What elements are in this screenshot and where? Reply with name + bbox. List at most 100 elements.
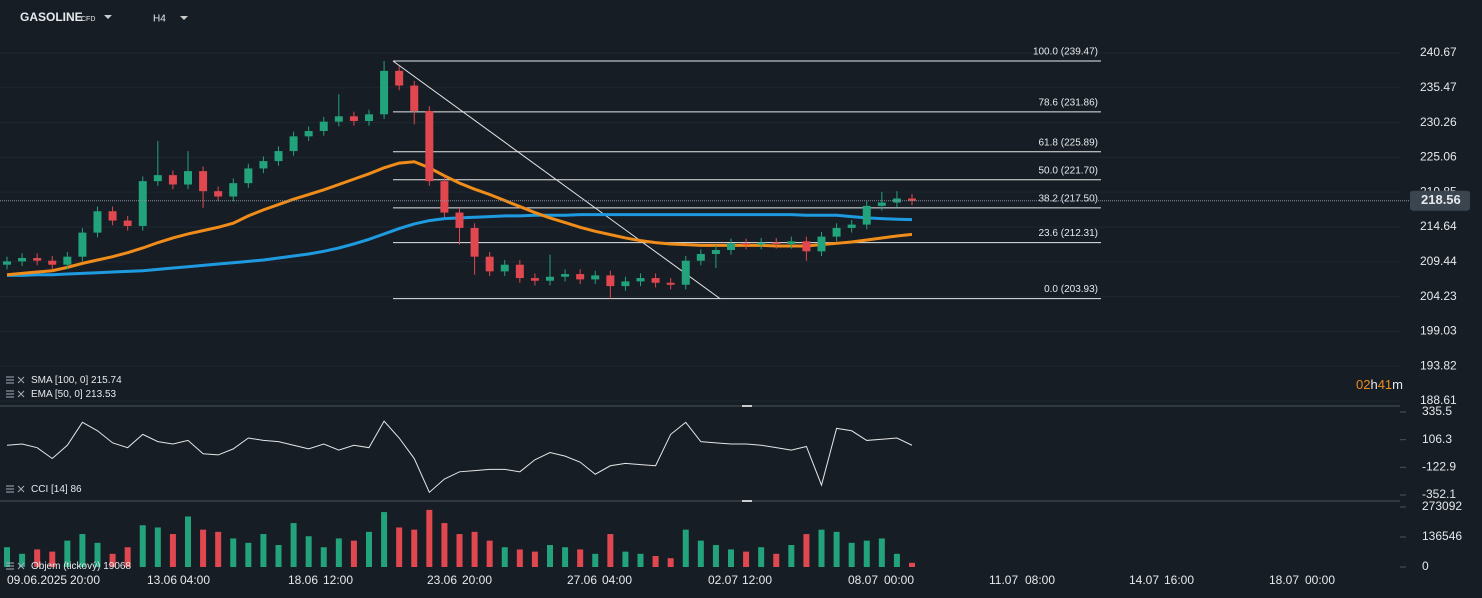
volume-bar: [773, 553, 780, 567]
volume-bar: [622, 551, 629, 567]
y-tick-label: 240.67: [1420, 45, 1457, 59]
y-tick-label: 106.3: [1422, 432, 1452, 446]
x-tick-label: 04:00: [180, 573, 210, 587]
legend-entry: SMA [100, 0] 215.74: [31, 375, 122, 386]
volume-bar: [396, 527, 403, 567]
candle-body: [847, 224, 856, 228]
volume-bar: [803, 534, 810, 567]
volume-bar: [169, 534, 176, 567]
volume-bar: [486, 540, 493, 567]
volume-bar: [320, 547, 327, 567]
candle-body: [319, 121, 328, 132]
fib-label: 0.0 (203.93): [1044, 284, 1098, 295]
x-tick-label: 18.06: [288, 573, 318, 587]
volume-bar: [531, 551, 538, 567]
volume-bar: [788, 545, 795, 567]
symbol[interactable]: GASOLINE: [20, 10, 83, 24]
fib-label: 23.6 (212.31): [1039, 228, 1099, 239]
x-tick-label: 18.07: [1269, 573, 1299, 587]
volume-bar: [139, 525, 146, 567]
candle-body: [757, 242, 766, 245]
candle-body: [138, 181, 147, 226]
candle-body: [515, 264, 524, 279]
legend-icon[interactable]: [6, 390, 25, 398]
candle-body: [802, 241, 811, 252]
volume-bar: [426, 509, 433, 567]
candle-body: [681, 260, 690, 285]
candle-body: [184, 171, 192, 185]
x-tick-label: 08.07: [848, 573, 878, 587]
volume-bar: [456, 534, 463, 567]
volume-bar: [652, 556, 659, 567]
volume-bar: [562, 547, 569, 567]
timeframe-dropdown[interactable]: [180, 16, 188, 20]
volume-bar: [848, 542, 855, 567]
volume-bar: [154, 527, 161, 567]
volume-bar: [577, 549, 584, 567]
volume-bar: [909, 562, 915, 567]
candle-body: [651, 278, 660, 283]
candle-body: [772, 242, 781, 244]
legend-icon[interactable]: [6, 562, 25, 570]
candle-body: [63, 256, 72, 265]
x-tick-label: 16:00: [1164, 573, 1194, 587]
candle-body: [666, 282, 675, 285]
candle-body: [33, 258, 42, 261]
y-tick-label: 199.03: [1420, 324, 1457, 338]
candle-body: [727, 243, 735, 250]
y-tick-label: 204.23: [1420, 289, 1457, 303]
candle-body: [862, 205, 871, 225]
volume-bar: [275, 545, 282, 567]
y-tick-label: 209.44: [1420, 254, 1457, 268]
x-tick-label: 12:00: [323, 573, 353, 587]
legend-icon[interactable]: [6, 376, 25, 384]
volume-bar: [501, 547, 508, 567]
y-tick-label: 136546: [1422, 529, 1462, 543]
candle-body: [530, 278, 539, 281]
candle-body: [832, 227, 841, 237]
x-tick-label: 09.06.2025: [7, 573, 67, 587]
volume-bar: [863, 540, 870, 567]
candle-body: [787, 241, 796, 244]
candle-body: [244, 168, 253, 184]
volume-bar: [893, 553, 900, 567]
volume-bar: [79, 534, 86, 567]
candle-body: [485, 256, 494, 272]
timeframe[interactable]: H4: [153, 14, 166, 25]
candle-body: [153, 175, 162, 182]
candle-body: [78, 232, 87, 257]
symbol-tag: CFD: [81, 16, 95, 23]
fib-label: 61.8 (225.89): [1039, 137, 1099, 148]
symbol-dropdown[interactable]: [104, 15, 112, 19]
countdown-part: h: [1370, 377, 1377, 392]
countdown-part: m: [1392, 377, 1403, 392]
candle-body: [214, 191, 223, 197]
volume-bar: [109, 553, 116, 567]
y-tick-label: 188.61: [1420, 393, 1457, 407]
x-tick-label: 02.07: [708, 573, 738, 587]
candle-body: [395, 70, 404, 86]
volume-bar: [547, 545, 553, 567]
volume-bar: [516, 549, 523, 567]
volume-bar: [34, 549, 41, 567]
volume-bar: [94, 542, 101, 567]
y-tick-label: -122.9: [1422, 460, 1456, 474]
x-tick-label: 04:00: [602, 573, 632, 587]
volume-bar: [743, 551, 750, 567]
candle-body: [18, 258, 27, 262]
candle-body: [108, 211, 117, 221]
legend-value: 215.74: [91, 375, 122, 386]
volume-bar: [728, 549, 734, 567]
legend-icon[interactable]: [6, 485, 25, 493]
y-tick-label: 273092: [1422, 499, 1462, 513]
candle-body: [365, 114, 373, 121]
y-tick-label: 214.64: [1420, 219, 1457, 233]
volume-bar: [260, 534, 267, 567]
candle-body: [229, 183, 238, 197]
cci-line: [6, 420, 913, 494]
candle-body: [636, 278, 645, 282]
legend-value: 213.53: [85, 389, 116, 400]
volume-bar: [335, 538, 342, 567]
candle-body: [349, 116, 358, 121]
volume-bar: [381, 512, 388, 567]
